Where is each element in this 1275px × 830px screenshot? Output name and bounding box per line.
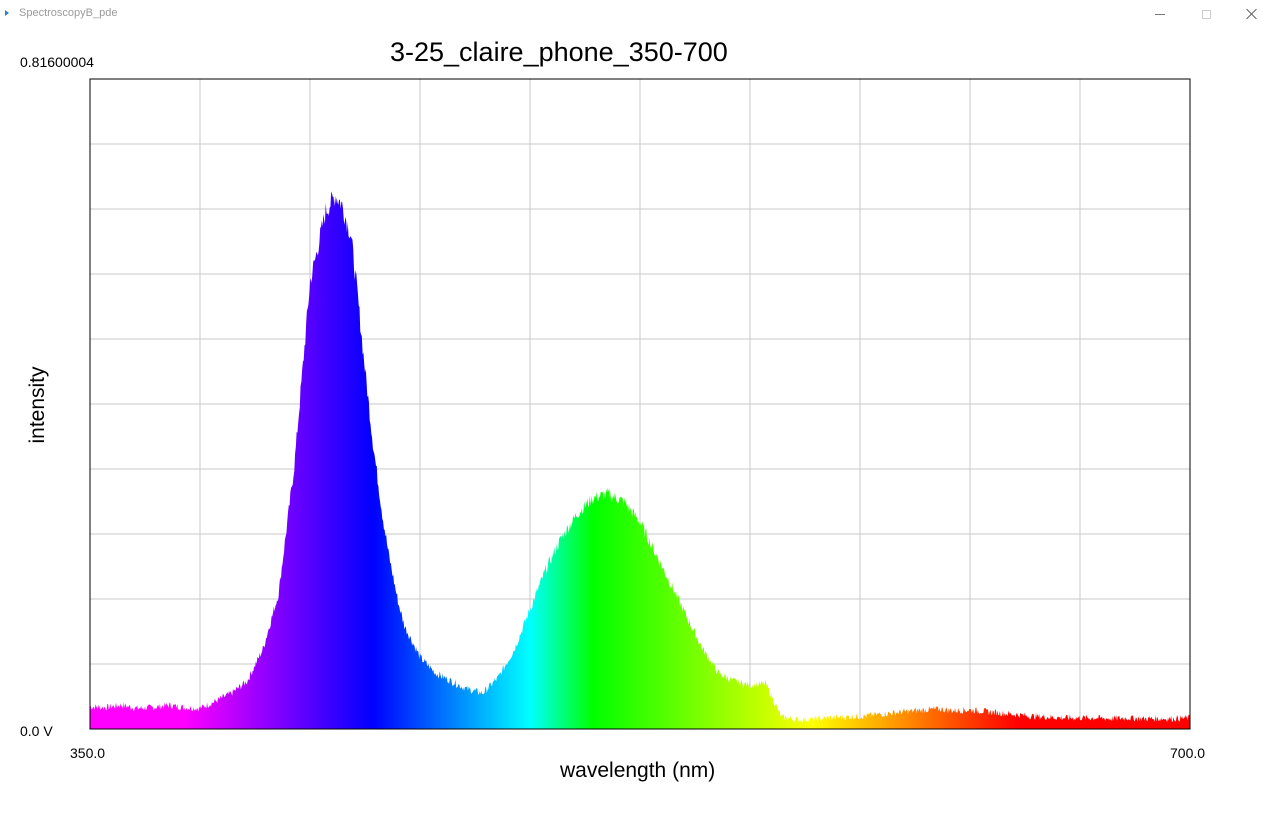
maximize-icon [1201,9,1211,19]
window-titlebar: SpectroscopyB_pde [0,0,1275,28]
x-axis-label: wavelength (nm) [560,759,716,782]
y-max-tick-label: 0.81600004 [20,54,94,70]
maximize-button[interactable] [1183,0,1229,28]
app-icon [5,10,9,16]
x-min-tick-label: 350.0 [70,745,106,761]
x-max-tick-label: 700.0 [1170,745,1206,761]
window-title: SpectroscopyB_pde [19,7,118,19]
y-min-tick-label: 0.0 V [20,723,53,739]
chart-title: 3-25_claire_phone_350-700 [390,37,728,67]
spectrum-series-area [90,191,1190,730]
minimize-icon [1155,13,1165,15]
plot-border [89,78,1191,730]
minimize-button[interactable] [1137,0,1183,28]
